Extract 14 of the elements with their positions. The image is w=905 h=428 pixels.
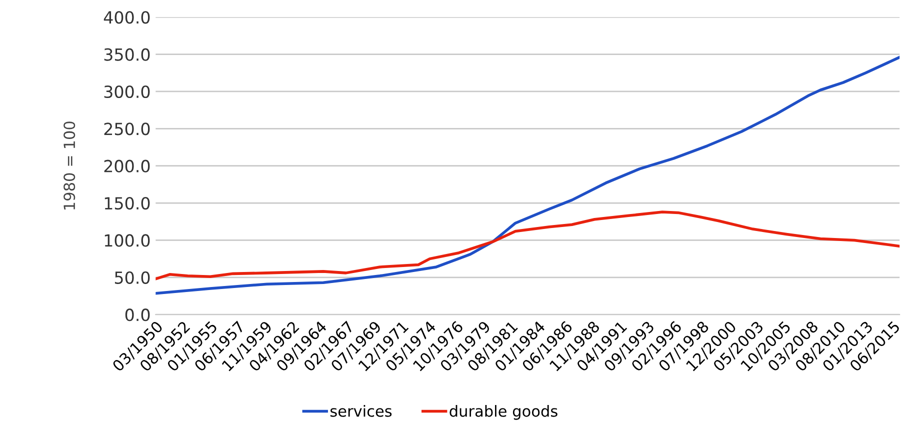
y-tick-label: 400.0: [104, 11, 150, 24]
y-tick-label: 200.0: [104, 160, 150, 172]
y-tick-label: 0.0: [125, 308, 150, 322]
line-series: [156, 56, 900, 295]
legend-label: durable goods: [450, 405, 558, 420]
y-tick-label: 100.0: [104, 234, 150, 247]
line-series: [156, 210, 900, 280]
y-tick-label: 50.0: [114, 271, 150, 284]
y-tick-label: 300.0: [104, 85, 150, 98]
legend-label: services: [330, 405, 392, 417]
y-tick-label: 250.0: [104, 122, 150, 136]
y-axis-title: 1980 = 100: [64, 122, 76, 210]
y-tick-label: 150.0: [104, 196, 150, 210]
y-tick-label: 350.0: [104, 48, 150, 61]
